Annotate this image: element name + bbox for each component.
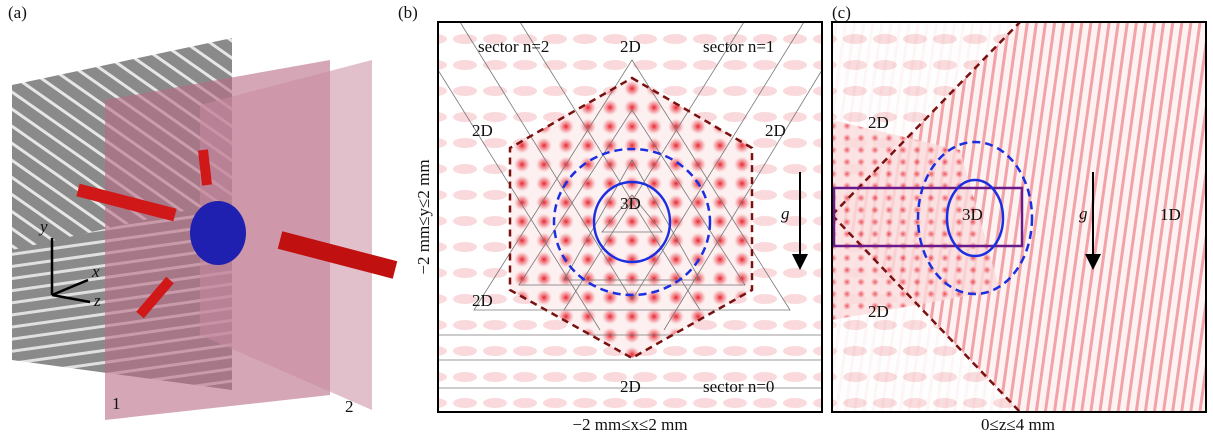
region-label: 3D	[620, 194, 641, 213]
region-label: 2D	[620, 377, 641, 396]
panel-b: (b) sector n=2 2D sector n=1 2D 2D 3D g …	[398, 3, 823, 434]
panel-label: (b)	[398, 3, 418, 22]
circle	[945, 178, 1005, 258]
region-label: 2D	[620, 37, 641, 56]
axes	[50, 238, 91, 304]
axis-label: z	[93, 291, 101, 310]
frame	[437, 21, 823, 413]
region-label: 1D	[1160, 205, 1181, 224]
beam	[198, 149, 212, 186]
beam	[136, 276, 174, 319]
panel-label: (c)	[832, 3, 851, 22]
region-label: 2D	[868, 302, 889, 321]
region-label: 2D	[765, 121, 786, 140]
plane-label: 1	[112, 394, 121, 413]
atom-cloud	[190, 201, 246, 265]
y-axis-label: −2 mm≤y≤2 mm	[414, 159, 433, 274]
beam	[277, 231, 398, 279]
hexagon	[508, 76, 754, 360]
region-label: 2D	[868, 113, 889, 132]
x-axis-label: 0≤z≤4 mm	[981, 415, 1055, 434]
region-label: sector n=1	[703, 37, 774, 56]
region-label: 3D	[962, 205, 983, 224]
axis-label: x	[91, 262, 100, 281]
region-label: 2D	[472, 291, 493, 310]
region-label: sector n=2	[478, 37, 549, 56]
beam	[76, 183, 177, 222]
region-label: 2D	[472, 121, 493, 140]
axis-label: y	[38, 217, 48, 236]
region-label: sector n=0	[703, 377, 774, 396]
panel-a: (a) y x z 1 2	[8, 3, 398, 420]
x-axis-label: −2 mm≤x≤2 mm	[572, 415, 687, 434]
circle	[592, 180, 672, 264]
gravity-label: g	[1079, 204, 1088, 223]
panel-c: (c) 2D 3D g 1D 2D 0≤z≤4 mm	[831, 3, 1207, 434]
plane-label: 2	[345, 397, 354, 416]
circle	[552, 147, 712, 297]
gravity-label: g	[781, 204, 790, 223]
region-box	[832, 186, 1024, 248]
panel-label: (a)	[8, 3, 27, 22]
frame	[831, 21, 1207, 413]
circle	[916, 140, 1034, 296]
